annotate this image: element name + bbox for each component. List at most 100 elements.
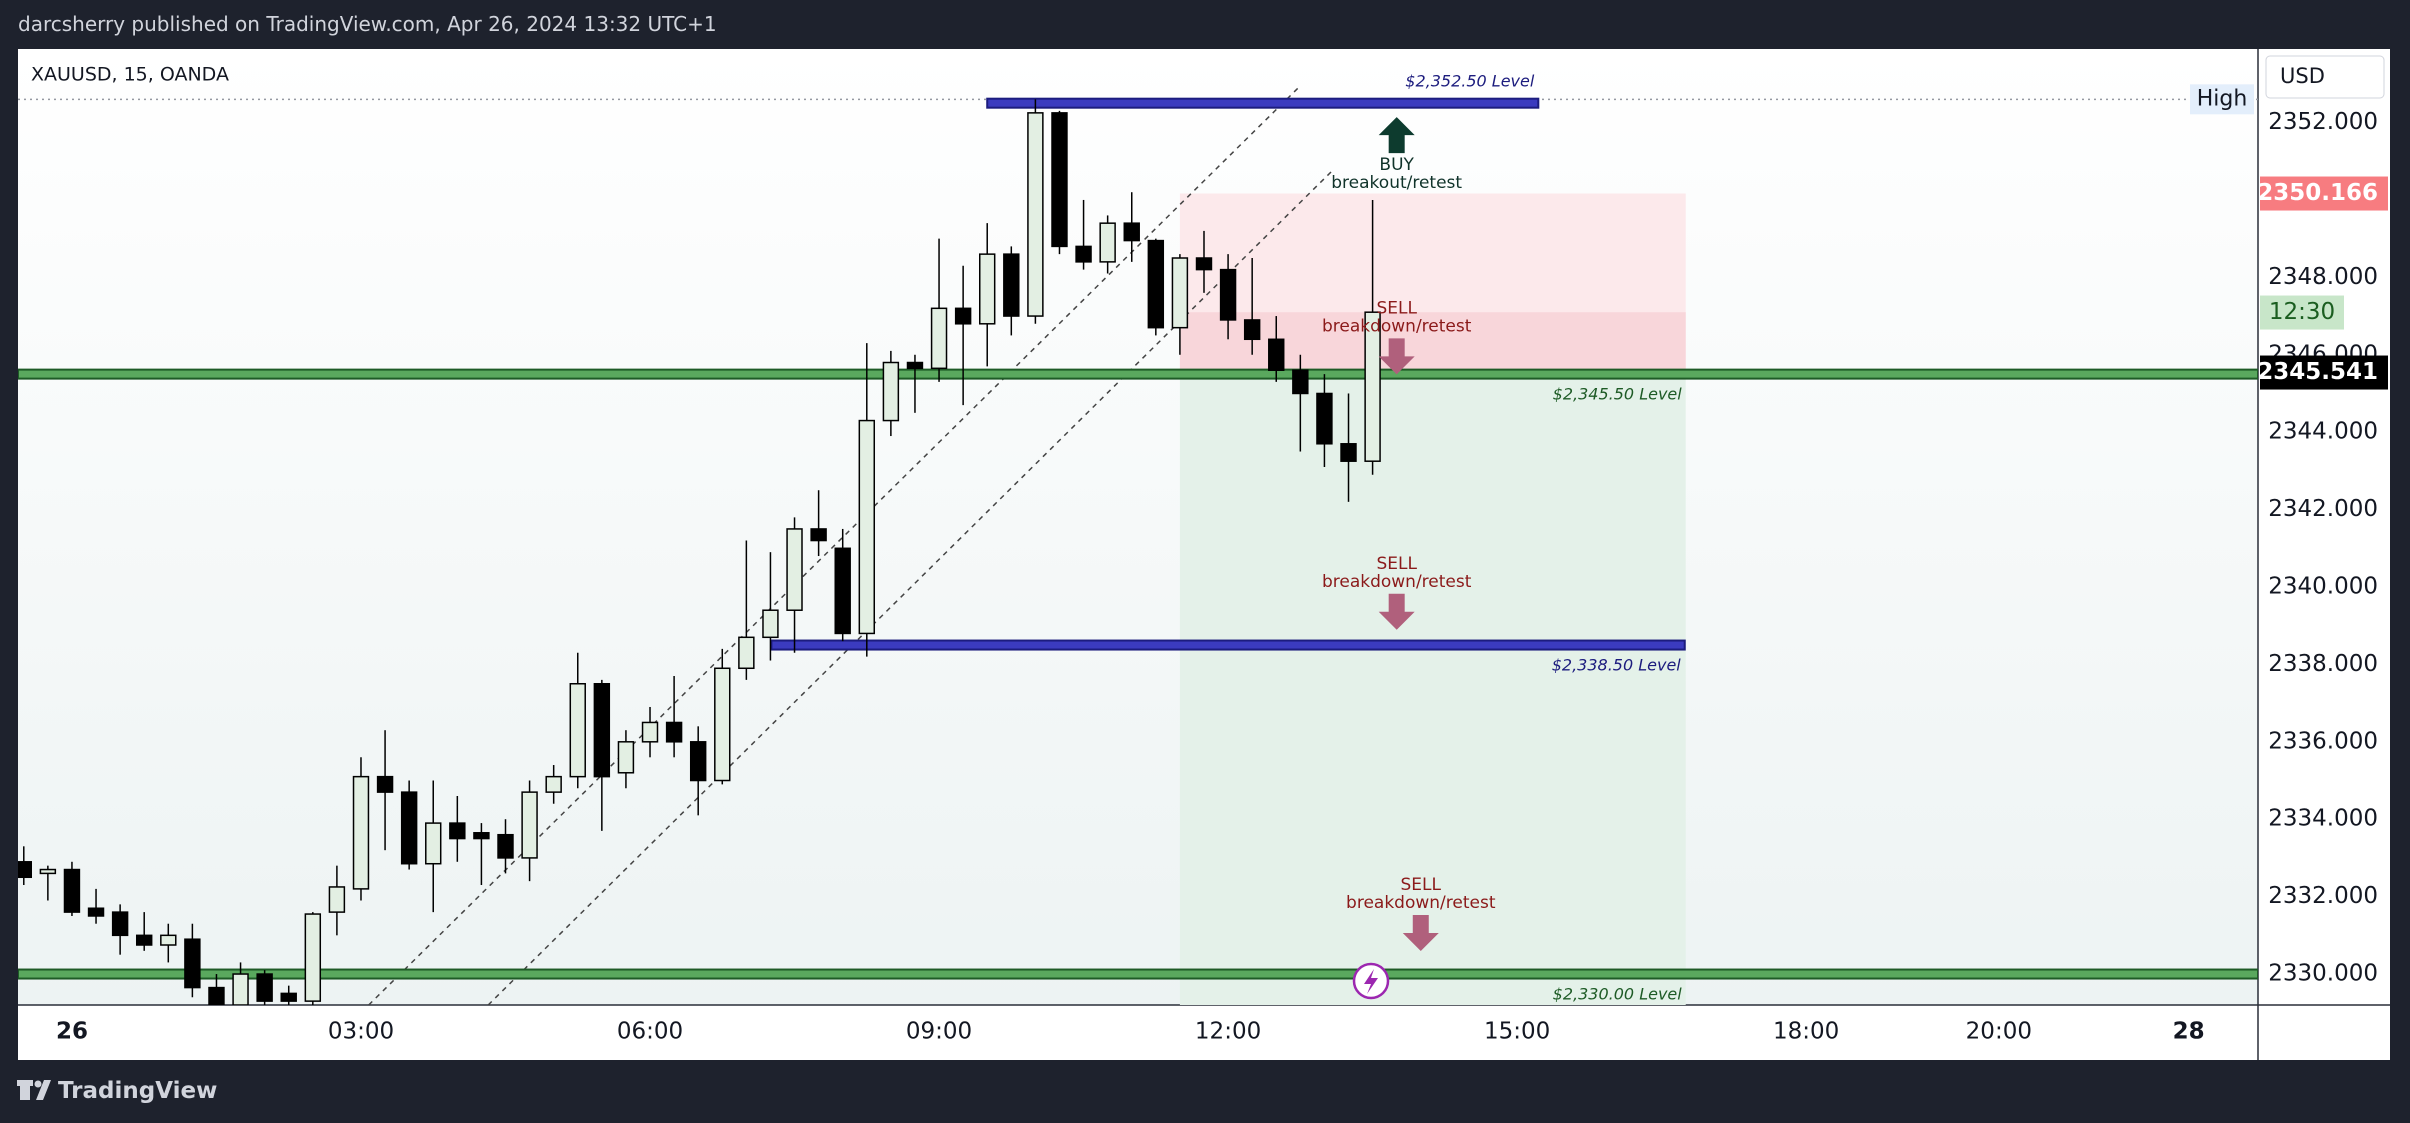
candle-body bbox=[714, 667, 731, 782]
plot bbox=[18, 87, 2258, 1005]
time-axis bbox=[18, 1005, 2258, 1060]
candle-body bbox=[1123, 222, 1140, 242]
annotation-text: breakout/retest bbox=[1331, 173, 1462, 193]
level-line bbox=[986, 97, 1540, 109]
candle-body bbox=[569, 683, 586, 778]
candle-body bbox=[1171, 257, 1189, 329]
candle-body bbox=[834, 547, 851, 635]
annotation-arrow bbox=[1378, 338, 1415, 375]
candle-body bbox=[232, 973, 249, 1005]
price-axis bbox=[2258, 49, 2390, 1060]
annotation-arrow bbox=[1378, 593, 1415, 630]
candle-body bbox=[738, 636, 755, 670]
x-tick-label: 26 bbox=[56, 1019, 88, 1045]
y-tick-label: 2334.000 bbox=[2268, 806, 2378, 832]
candle-body bbox=[930, 307, 948, 370]
candle-body bbox=[1268, 338, 1285, 371]
annotation-label: SELL bbox=[1376, 298, 1417, 318]
candle-body bbox=[1292, 369, 1309, 395]
annotation-label: SELL bbox=[1401, 875, 1442, 895]
y-tick-label: 2340.000 bbox=[2268, 573, 2378, 599]
price-tag bbox=[2260, 355, 2388, 390]
candle-body bbox=[1027, 112, 1044, 317]
trendline bbox=[368, 87, 1299, 1005]
countdown-tag bbox=[2260, 295, 2344, 330]
candle-body bbox=[87, 907, 105, 917]
candle-body bbox=[425, 822, 442, 865]
symbol-title: XAUUSD, 15, OANDA bbox=[31, 64, 229, 86]
header: darcsherry published on TradingView.com,… bbox=[18, 12, 717, 36]
price-tag-label: 2350.166 bbox=[2257, 180, 2378, 206]
candle-body bbox=[1003, 253, 1020, 317]
position-zone bbox=[1179, 312, 1686, 375]
alert-icon[interactable] bbox=[1352, 962, 1390, 1000]
high-tag bbox=[2190, 84, 2254, 115]
candle-body bbox=[689, 741, 707, 782]
candle-body bbox=[521, 791, 538, 859]
level-label: $2,352.50 Level bbox=[1405, 72, 1535, 91]
high-tag-label: High bbox=[2197, 86, 2248, 111]
candle-body bbox=[906, 361, 924, 370]
candle-body bbox=[497, 833, 514, 859]
candle-body bbox=[954, 307, 972, 325]
logo bbox=[17, 1080, 51, 1100]
candle-body bbox=[328, 886, 346, 913]
candle-body bbox=[810, 528, 827, 542]
candle-body bbox=[1364, 311, 1381, 462]
candle-body bbox=[1051, 112, 1068, 248]
x-tick-label: 09:00 bbox=[906, 1019, 972, 1045]
x-tick-label: 18:00 bbox=[1773, 1019, 1839, 1045]
level-label: $2,345.50 Level bbox=[1553, 385, 1683, 404]
level-line bbox=[18, 968, 2258, 980]
logo-part bbox=[20, 1086, 30, 1100]
candle-body bbox=[18, 861, 32, 879]
level-label: $2,330.00 Level bbox=[1553, 985, 1683, 1004]
candle-body bbox=[545, 775, 562, 793]
price-tag bbox=[2260, 176, 2388, 211]
currency[interactable]: USD bbox=[2280, 64, 2325, 88]
position-zone bbox=[1179, 374, 1686, 1005]
logo-part bbox=[36, 1080, 51, 1100]
candle-body bbox=[280, 992, 297, 1002]
candle-body bbox=[39, 868, 57, 875]
candle-body bbox=[376, 775, 394, 793]
candle-body bbox=[449, 822, 466, 840]
candle-body bbox=[979, 253, 996, 325]
footer-brand: TradingView bbox=[58, 1078, 218, 1104]
candle-body bbox=[617, 741, 635, 774]
y-tick-label: 2332.000 bbox=[2268, 883, 2378, 909]
alert-bolt[interactable] bbox=[1364, 969, 1378, 994]
annotation-text: breakdown/retest bbox=[1322, 572, 1472, 592]
candle-body bbox=[593, 683, 611, 778]
y-tick-label: 2330.000 bbox=[2268, 961, 2378, 987]
candle-body bbox=[208, 986, 225, 1005]
x-tick-label: 12:00 bbox=[1195, 1019, 1261, 1045]
candle-body bbox=[304, 913, 322, 1002]
candle-body bbox=[352, 775, 370, 890]
annotation-label: SELL bbox=[1376, 554, 1417, 574]
candle-body bbox=[641, 721, 659, 743]
candle-body bbox=[111, 911, 129, 937]
y-tick-label: 2348.000 bbox=[2268, 264, 2378, 290]
x-tick-label: 20:00 bbox=[1966, 1019, 2032, 1045]
logo-part bbox=[17, 1080, 33, 1086]
candle-body bbox=[184, 938, 201, 989]
x-tick-label: 06:00 bbox=[617, 1019, 683, 1045]
annotation-text: breakdown/retest bbox=[1322, 316, 1472, 336]
annotation-label: BUY bbox=[1379, 155, 1414, 175]
level-line bbox=[770, 639, 1686, 651]
x-tick-label: 28 bbox=[2173, 1019, 2205, 1045]
x-tick-label: 15:00 bbox=[1484, 1019, 1550, 1045]
plot-background bbox=[18, 49, 2258, 1005]
y-tick-label: 2352.000 bbox=[2268, 109, 2378, 135]
annotation-text: breakdown/retest bbox=[1346, 893, 1496, 913]
y-tick-label: 2342.000 bbox=[2268, 496, 2378, 522]
countdown-label: 12:30 bbox=[2269, 299, 2335, 325]
currency-box[interactable] bbox=[2265, 55, 2385, 99]
candle-body bbox=[135, 934, 153, 946]
candle-body bbox=[1243, 319, 1261, 341]
candle-body bbox=[1147, 239, 1165, 329]
candle-body bbox=[1340, 443, 1357, 462]
